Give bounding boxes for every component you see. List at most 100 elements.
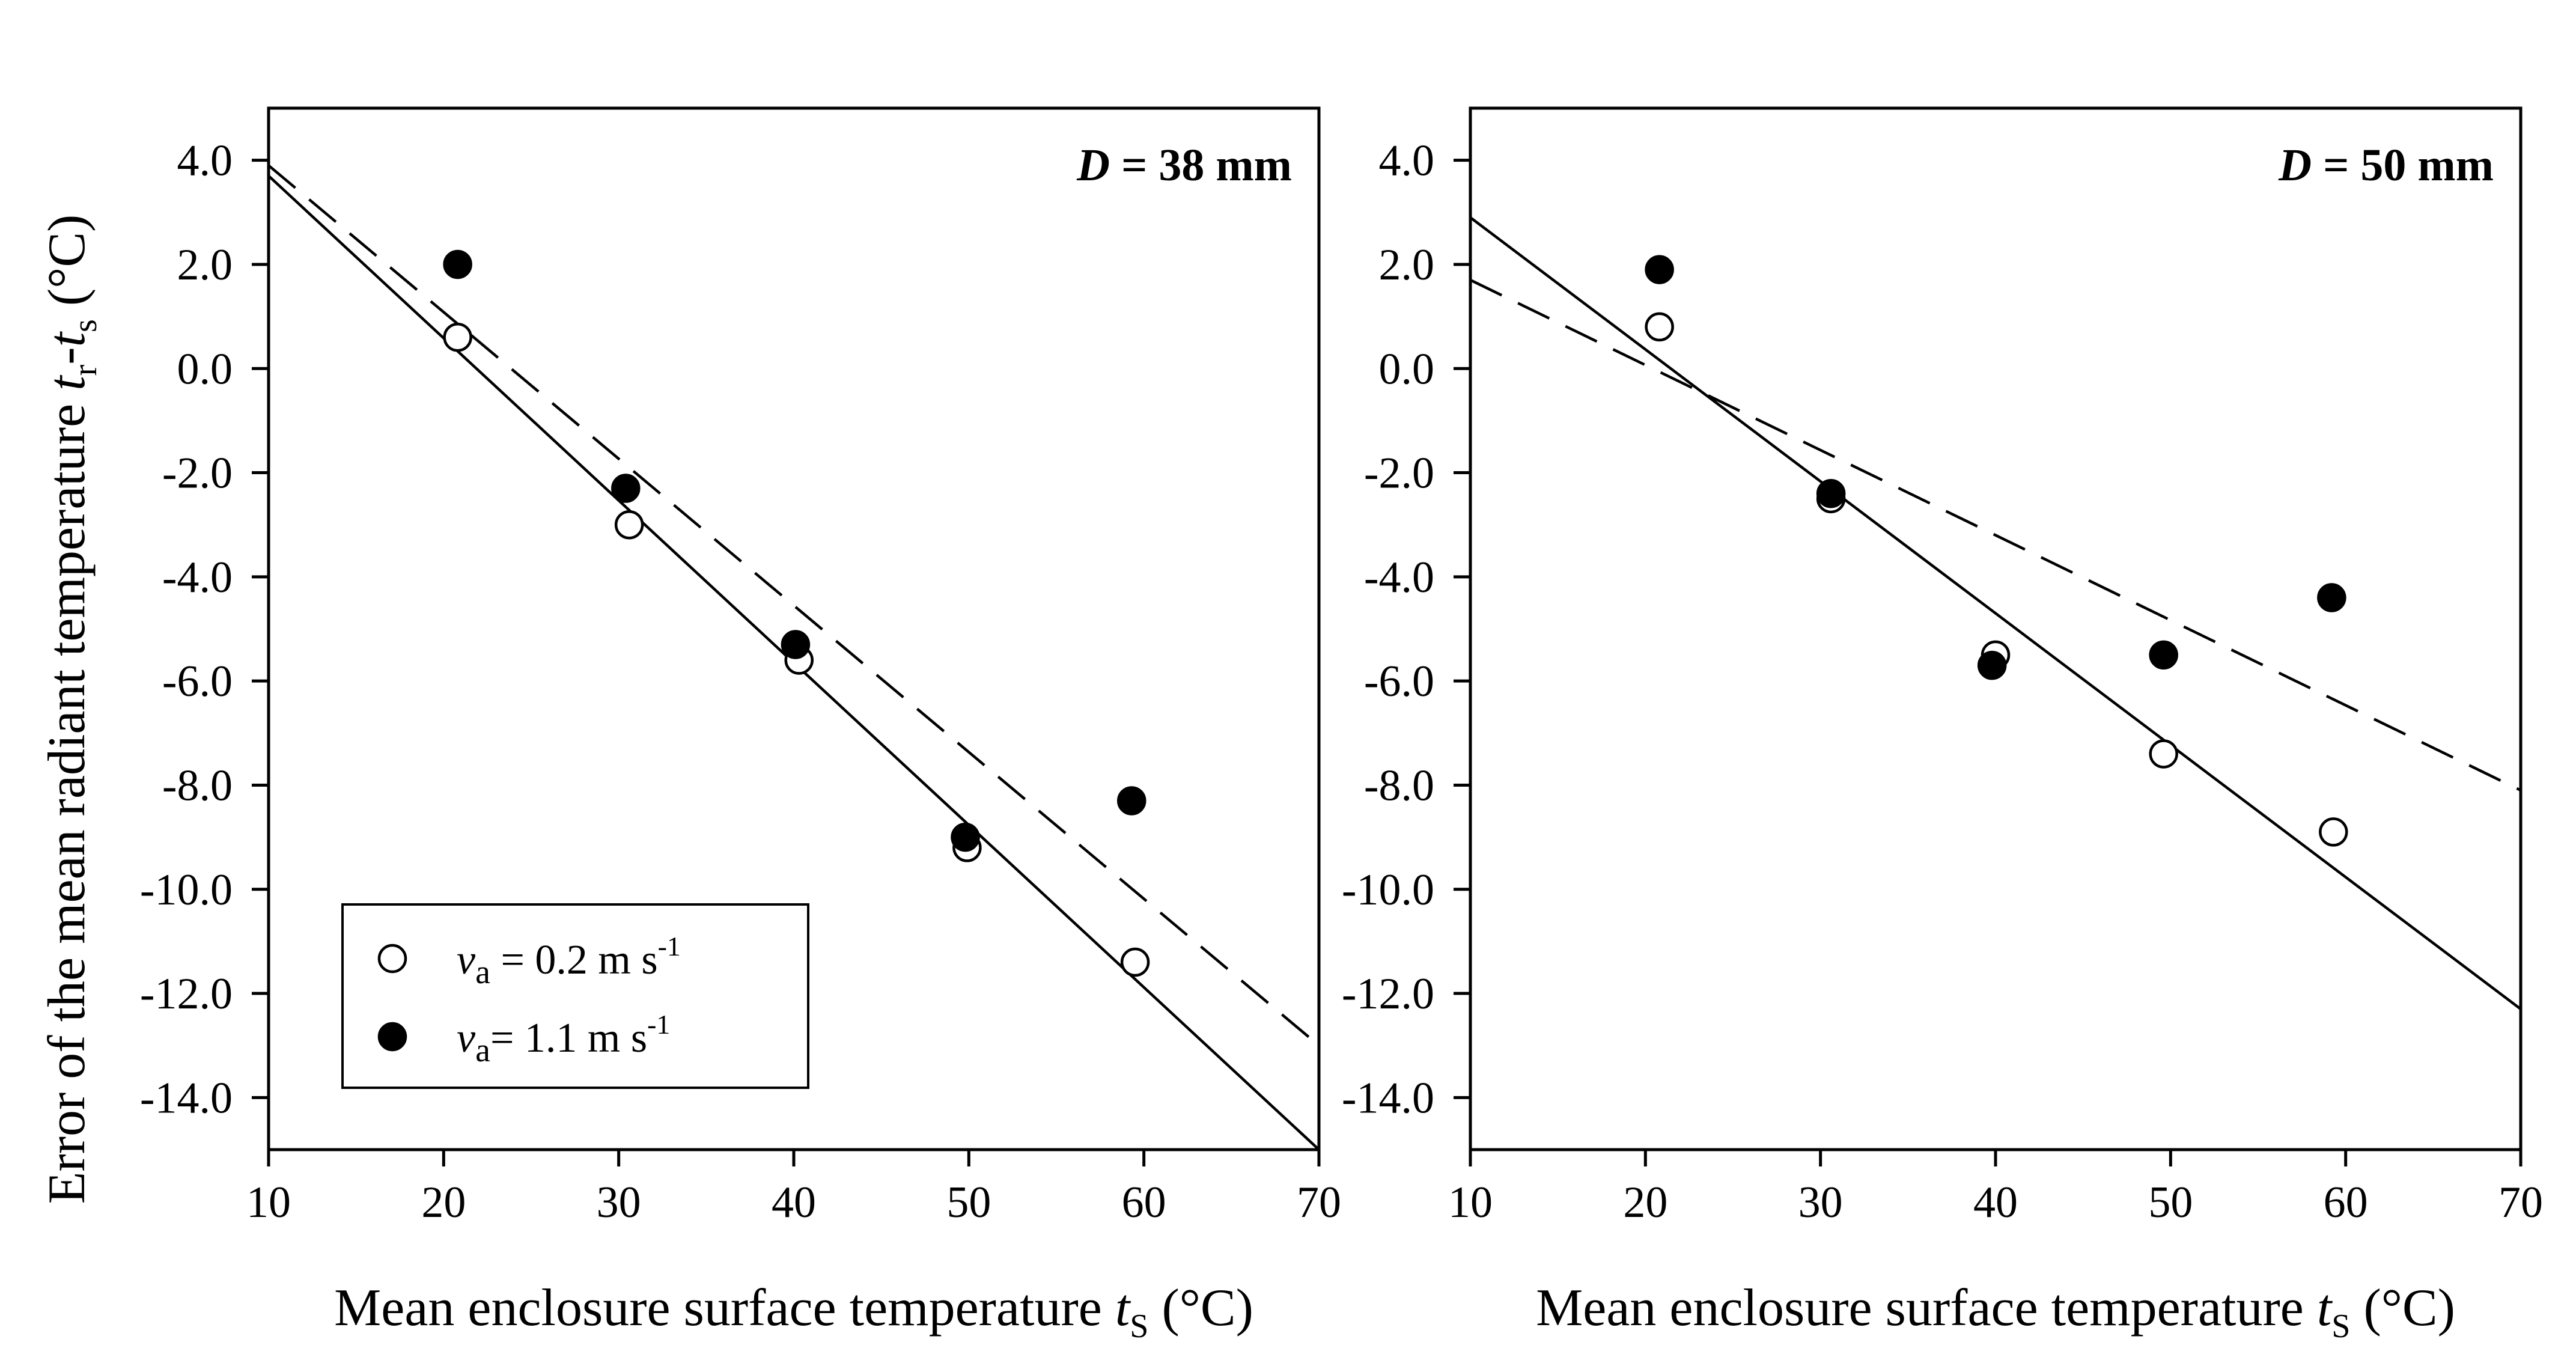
x-axis-label-unit: (°C) — [2350, 1279, 2455, 1337]
open-data-point — [443, 323, 472, 352]
x-axis-label-main: Mean enclosure surface temperature — [334, 1279, 1115, 1337]
open-data-point — [2319, 817, 2348, 847]
y-tick-label: -10.0 — [140, 865, 233, 915]
open-data-point — [2149, 739, 2178, 769]
y-tick-label: -12.0 — [1342, 969, 1434, 1019]
legend-box — [341, 903, 809, 1089]
y-tick-labels: 4.0 2.0 0.0 -2.0 -4.0 -6.0 -8.0 -10.0 -12.0 -14.0 — [1342, 136, 1434, 1123]
dashed-fit-line — [1470, 278, 2521, 792]
panel-label: D = 50 mm — [2278, 140, 2494, 191]
x-axis-label-sub: S — [2331, 1308, 2350, 1345]
filled-data-point — [1645, 255, 1674, 284]
y-axis-label-sub1: r — [67, 364, 104, 376]
y-axis-label-var2: t — [38, 331, 96, 347]
legend-label-text: = 0.2 m s — [490, 937, 658, 983]
x-tick-label: 10 — [246, 1178, 291, 1227]
y-tick-label: -14.0 — [140, 1073, 233, 1123]
legend-item-high-speed: va= 1.1 m s-1 — [377, 1009, 670, 1069]
tick-marks — [252, 159, 1321, 1166]
panel-label: D = 38 mm — [1076, 140, 1292, 191]
data-points — [443, 249, 1150, 977]
x-axis-label-main: Mean enclosure surface temperature — [1536, 1279, 2317, 1337]
x-axis-label-unit: (°C) — [1148, 1279, 1253, 1337]
filled-data-point — [951, 822, 980, 852]
x-axis-label-var: t — [1115, 1279, 1131, 1337]
y-tick-label: -4.0 — [162, 553, 233, 602]
filled-data-point — [611, 474, 641, 503]
legend-filled-circle-marker — [377, 1022, 407, 1052]
x-tick-labels: 10 20 30 40 50 60 70 — [1448, 1178, 2543, 1227]
open-data-point — [1120, 947, 1150, 977]
x-tick-labels: 10 20 30 40 50 60 70 — [246, 1178, 1341, 1227]
y-tick-label: -6.0 — [1364, 657, 1434, 706]
y-axis-label-sub2: s — [67, 319, 104, 332]
panel-label-var: D — [1076, 140, 1110, 191]
filled-data-point — [1816, 478, 1846, 508]
y-tick-label: 4.0 — [1379, 136, 1435, 186]
x-tick-label: 10 — [1448, 1178, 1493, 1227]
filled-data-point — [1117, 786, 1146, 816]
x-tick-label: 40 — [1973, 1178, 2018, 1227]
y-axis-label-dash: - — [38, 347, 96, 364]
legend-item-low-speed: va = 0.2 m s-1 — [377, 931, 681, 991]
x-tick-label: 50 — [2148, 1178, 2193, 1227]
data-points — [1645, 255, 2348, 847]
legend-open-circle-marker — [377, 944, 407, 974]
y-tick-label: -8.0 — [162, 761, 233, 810]
x-axis-label-sub: S — [1130, 1308, 1148, 1345]
y-tick-label: -10.0 — [1342, 865, 1434, 915]
y-tick-label: -2.0 — [1364, 449, 1434, 498]
x-tick-label: 40 — [772, 1178, 816, 1227]
legend-label: va = 0.2 m s-1 — [457, 931, 681, 991]
legend-label: va= 1.1 m s-1 — [457, 1009, 670, 1069]
legend-label-sup: -1 — [658, 931, 681, 962]
filled-data-point — [2149, 640, 2178, 670]
legend-label-sub: a — [475, 954, 490, 991]
panel-label-text: = 50 mm — [2312, 140, 2494, 191]
y-tick-label: -4.0 — [1364, 553, 1434, 602]
y-tick-label: -8.0 — [1364, 761, 1434, 810]
x-tick-label: 20 — [421, 1178, 466, 1227]
x-axis-label-var: t — [2317, 1279, 2333, 1337]
dashed-fit-line — [267, 164, 1320, 1047]
legend-label-var: v — [457, 1015, 476, 1061]
filled-data-point — [1977, 650, 2007, 680]
tick-marks — [1454, 159, 2523, 1166]
filled-data-point — [781, 630, 811, 659]
y-tick-label: -12.0 — [140, 969, 233, 1019]
panel-label-var: D — [2278, 140, 2312, 191]
open-data-point — [1645, 312, 1674, 342]
y-tick-labels: 4.0 2.0 0.0 -2.0 -4.0 -6.0 -8.0 -10.0 -12.0 -14.0 — [140, 136, 233, 1123]
filled-data-point — [2317, 583, 2346, 612]
solid-fit-line — [1469, 216, 2522, 1010]
y-tick-label: 4.0 — [177, 136, 233, 186]
legend: va = 0.2 m s-1 va= 1.1 m s-1 — [341, 903, 809, 1089]
y-tick-label: -6.0 — [162, 657, 233, 706]
x-tick-label: 50 — [946, 1178, 991, 1227]
panel-label-text: = 38 mm — [1110, 140, 1292, 191]
x-tick-label: 60 — [2324, 1178, 2368, 1227]
y-tick-label: -2.0 — [162, 449, 233, 498]
open-data-point — [614, 510, 644, 540]
x-tick-label: 20 — [1623, 1178, 1667, 1227]
x-tick-label: 60 — [1122, 1178, 1166, 1227]
y-tick-label: 0.0 — [1379, 344, 1435, 394]
legend-label-sup: -1 — [647, 1009, 670, 1040]
y-tick-label: -14.0 — [1342, 1073, 1434, 1123]
chart-panel-d38: 10 20 30 40 50 60 70 4.0 2.0 0.0 -2.0 -4.0 -6.0 -8.0… — [140, 106, 1341, 1345]
y-tick-label: 2.0 — [177, 240, 233, 290]
x-tick-label: 30 — [1798, 1178, 1843, 1227]
x-axis-label: Mean enclosure surface temperature tS (°… — [334, 1279, 1253, 1345]
x-tick-label: 70 — [2498, 1178, 2543, 1227]
y-tick-label: 2.0 — [1379, 240, 1435, 290]
y-tick-label: 0.0 — [177, 344, 233, 394]
y-axis-label-unit: (°C) — [38, 215, 96, 320]
fit-lines — [1469, 216, 2522, 1010]
y-axis-label: Error of the mean radiant temperature t r… — [38, 215, 104, 1204]
legend-label-sub: a — [475, 1032, 490, 1069]
y-axis-label-main: Error of the mean radiant temperature — [38, 391, 96, 1204]
legend-label-var: v — [457, 937, 476, 983]
x-axis-label: Mean enclosure surface temperature tS (°… — [1536, 1279, 2455, 1345]
filled-data-point — [443, 249, 472, 279]
